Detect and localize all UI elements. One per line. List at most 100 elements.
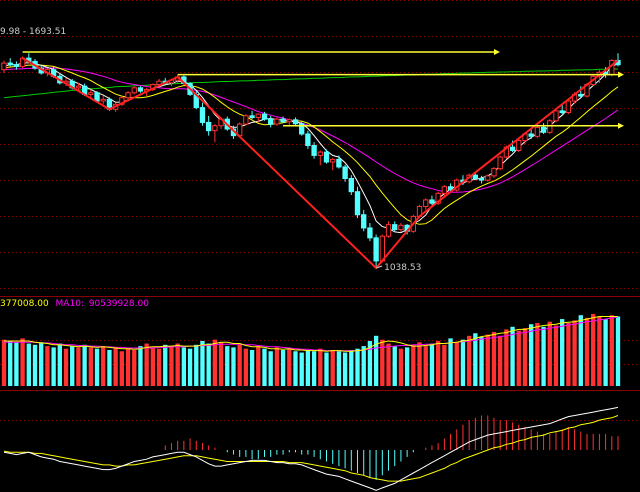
volume-bar [609,315,614,386]
volume-bar [318,348,323,386]
volume-bar [218,342,224,386]
volume-bar [113,347,118,386]
volume-bar [82,344,87,386]
volume-bar [156,348,162,386]
volume-bar [243,348,249,386]
volume-bar [256,346,261,386]
volume-bar [336,351,342,386]
candle-body [305,133,311,147]
candle-body [392,224,398,231]
volume-ma5-line [4,316,618,352]
candle-body [88,92,94,95]
volume-bar [138,346,143,386]
candle-body [137,87,144,92]
resistance-arrow-head-0 [493,49,500,56]
candle-body [13,64,20,67]
candle-body [156,80,162,86]
volume-bar [547,321,552,386]
candle-body [249,115,255,118]
volume-bar [187,348,193,386]
volume-ma10-name: MA10: [56,299,84,309]
volume-bar [417,342,422,386]
volume-bar [510,326,515,386]
volume-bar [603,319,608,386]
candle-body [336,158,342,168]
volume-bar [39,342,44,386]
macd-dea-line [3,415,619,482]
price-candles [1,53,621,268]
candle-body [429,199,435,204]
candle-body [100,98,106,102]
volume-bar [330,349,335,386]
volume-bar [107,349,112,386]
volume-bar [249,349,255,386]
volume-panel [1,313,621,386]
resistance-arrow-head-1 [618,71,624,78]
volume-bar [57,343,62,386]
candle-body [255,113,261,118]
volume-bar [615,316,621,386]
volume-bar [591,313,596,386]
volume-bar [572,320,577,386]
volume-bar [367,340,373,386]
volume-bar [342,352,348,386]
volume-bar [497,335,503,386]
volume-bar [225,346,230,386]
candle-body [423,199,429,208]
volume-bar [32,344,38,386]
volume-bar [361,346,366,386]
volume-bar [150,347,156,386]
candle-body [199,107,206,123]
candle-body [559,110,565,114]
volume-bar [169,346,174,386]
candle-body [516,140,522,151]
volume-bar [380,339,385,386]
volume-bar [386,343,391,386]
volume-bar [144,343,149,386]
volume-bar [280,349,286,386]
volume-bar [485,334,490,386]
volume-bar [529,324,534,386]
volume-bar [51,347,56,386]
candle-body [280,118,286,123]
volume-bar [76,347,81,386]
candle-body [385,224,392,237]
volume-bar [299,352,304,386]
volume-bar [504,329,509,386]
chart-labels: 9.98 - 1693.51 1038.53 377008.00 MA10: 9… [0,27,421,309]
ma60-line [3,68,618,99]
candle-body [131,87,137,94]
volume-bar [181,347,187,386]
low-annotation-label: 1038.53 [384,263,421,273]
volume-bar [45,346,50,386]
volume-bar [535,322,540,386]
candle-body [274,118,280,125]
candle-body [553,110,559,122]
candle-body [261,113,268,120]
candle-body [125,92,131,99]
volume-bar [411,344,416,386]
macd-dif-line [3,406,619,491]
candle-body [342,166,348,179]
volume-bar [522,328,528,386]
volume-bar [454,342,459,386]
volume-bar [460,339,466,386]
candle-body [361,214,367,229]
candle-body [435,192,441,204]
candle-body [578,93,584,97]
volume-bar [293,351,298,386]
candle-body [323,151,330,163]
volume-bar [553,325,559,386]
candle-body [491,168,497,177]
volume-bar [237,343,242,386]
candle-body [7,62,13,66]
volume-bar [311,351,317,386]
candle-body [547,120,553,133]
volume-bar [194,344,199,386]
candle-body [509,146,516,151]
volume-bar [14,342,19,386]
candle-body [292,119,299,125]
volume-ma10-value: 90539928.00 [89,299,149,309]
candle-body [534,126,541,137]
